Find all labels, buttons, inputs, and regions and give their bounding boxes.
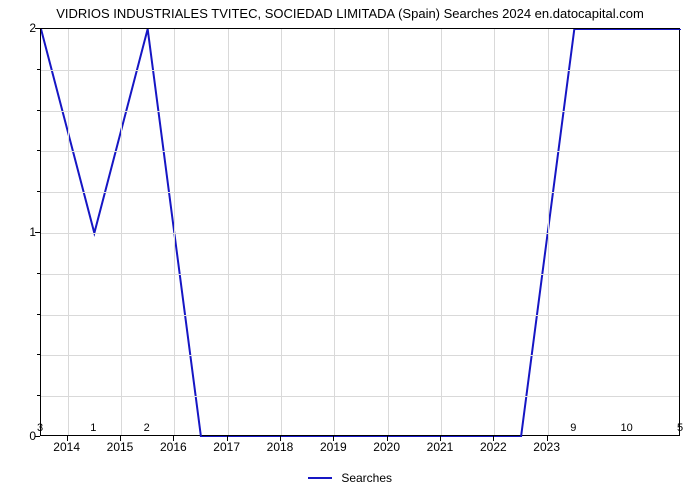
x-tick-label: 2017 [213,440,240,454]
x-tick-label: 2015 [107,440,134,454]
y-tick-mark [35,232,40,233]
x-tick-label: 2014 [53,440,80,454]
gridline-v [228,29,229,435]
y-tick-minor [37,314,40,315]
x-tick-label: 2018 [267,440,294,454]
gridline-h-minor [41,355,679,356]
gridline-v [334,29,335,435]
y-tick-minor [37,191,40,192]
gridline-h-minor [41,396,679,397]
y-tick-minor [37,273,40,274]
x-tick-label: 2019 [320,440,347,454]
value-label: 2 [144,422,150,434]
gridline-h-minor [41,70,679,71]
value-label: 1 [90,422,96,434]
gridline-h [41,233,679,234]
gridline-h-minor [41,192,679,193]
y-tick-minor [37,110,40,111]
y-tick-minor [37,69,40,70]
gridline-v [281,29,282,435]
gridline-v [441,29,442,435]
legend-label: Searches [341,471,392,485]
value-label: 3 [37,422,43,434]
legend-swatch [308,477,332,479]
x-tick-label: 2021 [427,440,454,454]
chart-title: VIDRIOS INDUSTRIALES TVITEC, SOCIEDAD LI… [0,6,700,21]
gridline-v [388,29,389,435]
gridline-v [494,29,495,435]
x-tick-label: 2022 [480,440,507,454]
value-label: 9 [570,422,576,434]
gridline-v [174,29,175,435]
y-tick-mark [35,28,40,29]
y-tick-minor [37,150,40,151]
x-tick-label: 2016 [160,440,187,454]
plot-area [40,28,680,436]
y-tick-minor [37,395,40,396]
gridline-h-minor [41,151,679,152]
gridline-h-minor [41,274,679,275]
y-tick-mark [35,436,40,437]
x-tick-label: 2020 [373,440,400,454]
y-tick-minor [37,354,40,355]
gridline-v [548,29,549,435]
gridline-v [68,29,69,435]
gridline-h-minor [41,111,679,112]
gridline-h-minor [41,315,679,316]
value-label: 5 [677,422,683,434]
x-tick-label: 2023 [533,440,560,454]
legend: Searches [0,470,700,485]
value-label: 10 [621,422,633,434]
gridline-v [121,29,122,435]
